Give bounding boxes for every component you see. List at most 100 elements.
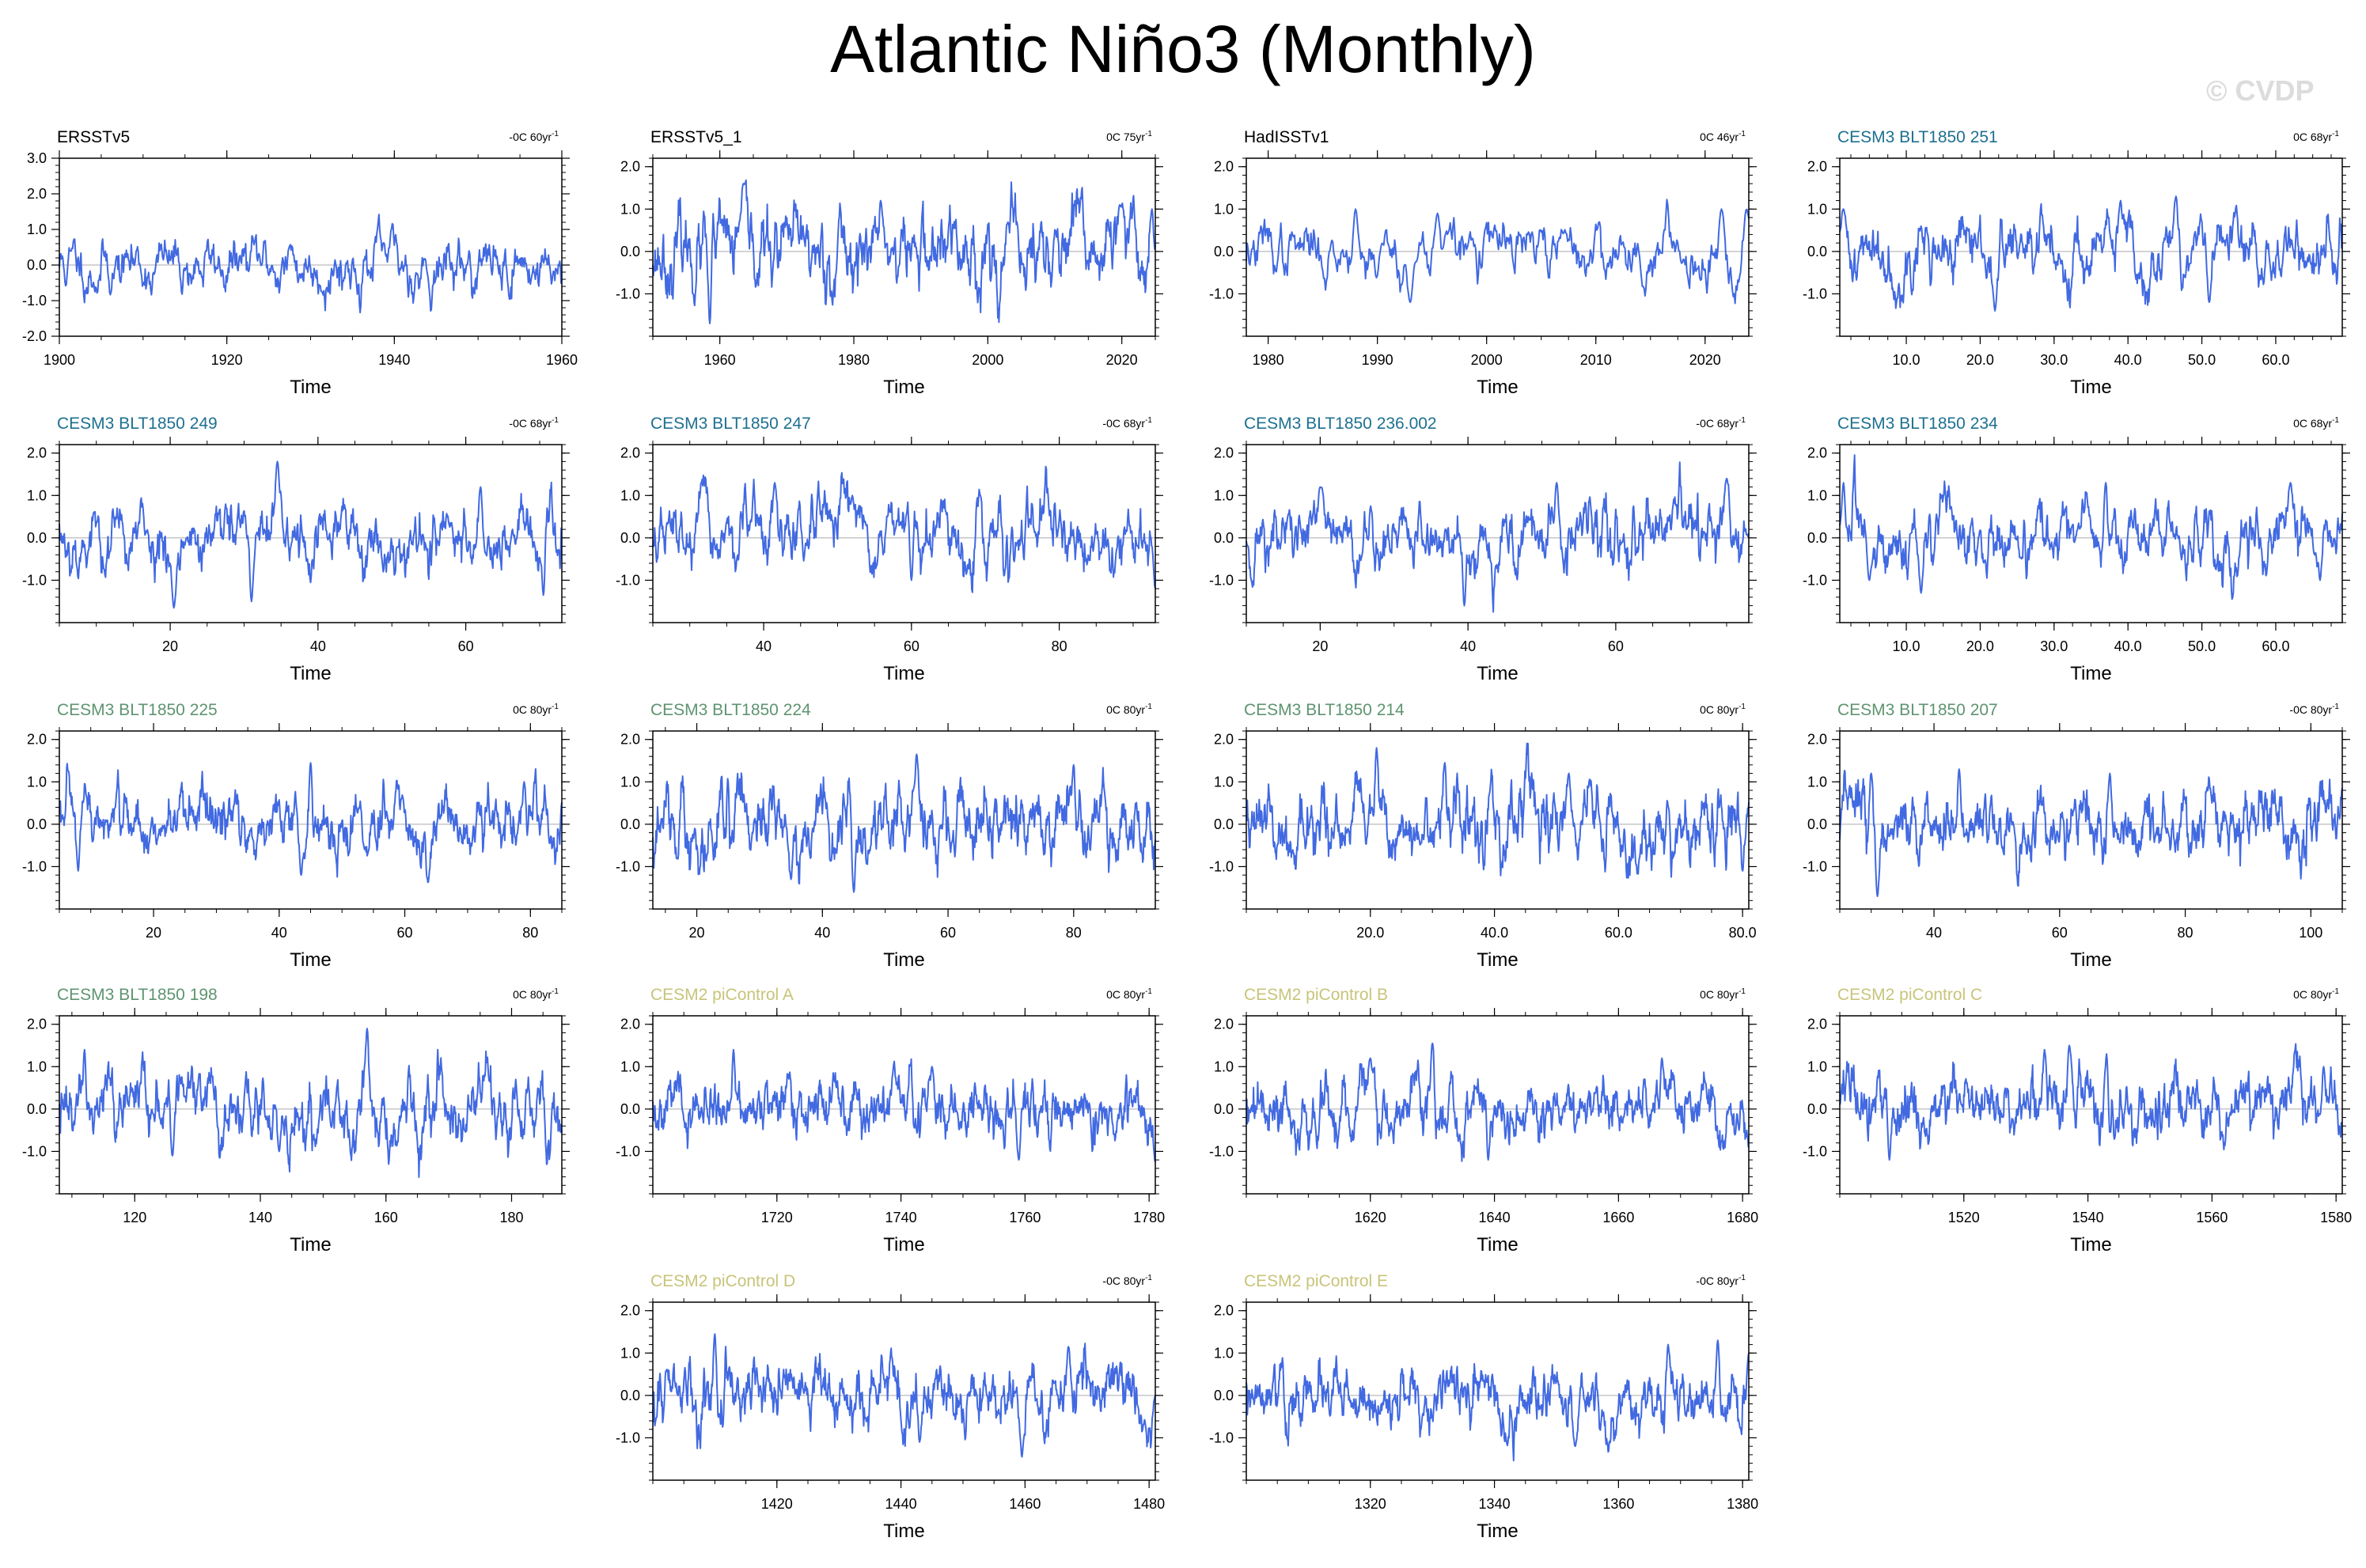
series-line (652, 1333, 1156, 1458)
y-tick-label: 2.0 (1807, 159, 1827, 175)
x-tick-label: 1320 (1355, 1496, 1386, 1512)
x-tick-label: 180 (499, 1210, 523, 1225)
y-tick-label: 1.0 (27, 487, 47, 503)
x-tick-label: 80 (522, 925, 538, 941)
x-tick-label: 1620 (1355, 1210, 1386, 1225)
x-axis-label: Time (290, 949, 331, 971)
y-tick-label: -1.0 (1209, 1430, 1234, 1445)
x-tick-label: 40 (814, 925, 830, 941)
panel-cesm3-blt1850-225: -1.0 0.0 1.0 2.0 20 40 60 80 Time CESM3 BLT1850 2… (22, 701, 570, 971)
y-tick-label: 2.0 (1214, 1303, 1234, 1319)
x-tick-label: 1680 (1727, 1210, 1758, 1225)
x-tick-label: 1990 (1362, 352, 1393, 368)
y-tick-label: 1.0 (620, 1345, 640, 1361)
trend-label: -0C 68yr-1 (1102, 416, 1152, 430)
panel-title: CESM3 BLT1850 249 (57, 415, 218, 433)
figure-title: Atlantic Niño3 (Monthly) (830, 12, 1536, 86)
plot-frame (59, 1015, 563, 1195)
x-tick-label: 1380 (1727, 1496, 1758, 1512)
x-tick-label: 1480 (1133, 1496, 1165, 1512)
panel-title: CESM3 BLT1850 198 (57, 986, 218, 1004)
y-tick-label: 0.0 (620, 244, 640, 259)
plot-frame (1246, 730, 1750, 910)
y-tick-label: 0.0 (1214, 530, 1234, 546)
y-tick-label: 1.0 (1214, 1345, 1234, 1361)
x-tick-label: 20.0 (1966, 352, 1994, 368)
y-tick-label: 2.0 (1807, 445, 1827, 461)
series-line (652, 465, 1156, 593)
y-tick-label: 1.0 (1807, 774, 1827, 790)
y-tick-label: 3.0 (27, 150, 47, 166)
panel-ersstv5-1: -1.0 0.0 1.0 2.0 1960 1980 2000 2020 Time ERSSTv5… (616, 128, 1163, 398)
y-tick-label: 0.0 (27, 257, 47, 273)
panel-cesm3-blt1850-247: -1.0 0.0 1.0 2.0 40 60 80 Time CESM3 BLT1850 247… (616, 415, 1163, 684)
series-line (59, 1028, 563, 1178)
plot-frame (652, 157, 1156, 337)
x-axis-label: Time (2070, 377, 2111, 398)
panel-title: CESM2 piControl D (650, 1272, 795, 1290)
panel-cesm3-blt1850-236-002: -1.0 0.0 1.0 2.0 20 40 60 Time CESM3 BLT1850 236… (1209, 415, 1757, 684)
x-axis-label: Time (2070, 949, 2111, 971)
y-tick-label: 1.0 (1807, 487, 1827, 503)
panel-title: CESM3 BLT1850 236.002 (1244, 415, 1437, 433)
x-axis-label: Time (2070, 1234, 2111, 1256)
x-tick-label: 120 (123, 1210, 146, 1225)
y-tick-label: -1.0 (616, 286, 640, 301)
trend-label: 0C 75yr-1 (1106, 130, 1152, 143)
series-line (652, 179, 1156, 324)
trend-label: -0C 68yr-1 (1696, 416, 1746, 430)
x-tick-label: 20 (689, 925, 705, 941)
panel-cesm2-picontrol-d: -1.0 0.0 1.0 2.0 1420 1440 1460 1480 Time CESM2 p… (616, 1272, 1165, 1542)
panel-cesm3-blt1850-249: -1.0 0.0 1.0 2.0 20 40 60 Time CESM3 BLT1850 249… (22, 415, 570, 684)
panel-cesm2-picontrol-a: -1.0 0.0 1.0 2.0 1720 1740 1760 1780 Time CESM2 p… (616, 986, 1165, 1256)
y-tick-label: 0.0 (27, 816, 47, 832)
series-line (1246, 742, 1750, 879)
panel-cesm2-picontrol-e: -1.0 0.0 1.0 2.0 1320 1340 1360 1380 Time CESM2 p… (1209, 1272, 1758, 1542)
x-tick-label: 1720 (761, 1210, 793, 1225)
y-tick-label: -1.0 (1803, 286, 1827, 301)
panel-title: CESM2 piControl C (1837, 986, 1982, 1004)
y-tick-label: -1.0 (1209, 858, 1234, 874)
x-tick-label: 40 (1460, 638, 1476, 654)
trend-label: 0C 80yr-1 (513, 987, 559, 1001)
trend-label: -0C 80yr-1 (1102, 1274, 1152, 1287)
trend-label: 0C 68yr-1 (2293, 416, 2339, 430)
x-tick-label: 1760 (1009, 1210, 1041, 1225)
x-tick-label: 1960 (704, 352, 736, 368)
y-tick-label: -1.0 (1209, 1143, 1234, 1159)
x-axis-label: Time (290, 663, 331, 684)
y-tick-label: 1.0 (1807, 1059, 1827, 1074)
x-tick-label: 60 (1608, 638, 1624, 654)
y-tick-label: 0.0 (1807, 530, 1827, 546)
x-tick-label: 1460 (1009, 1496, 1041, 1512)
plot-frame (1246, 1301, 1750, 1481)
y-tick-label: 1.0 (27, 774, 47, 790)
trend-label: 0C 80yr-1 (1106, 987, 1152, 1001)
series-line (1839, 768, 2343, 897)
x-tick-label: 1780 (1133, 1210, 1165, 1225)
panel-cesm3-blt1850-198: -1.0 0.0 1.0 2.0 120 140 160 180 Time CESM3 BLT18… (22, 986, 570, 1256)
y-tick-label: 0.0 (620, 1101, 640, 1117)
x-tick-label: 100 (2299, 925, 2322, 941)
x-tick-label: 20.0 (1356, 925, 1384, 941)
y-tick-label: 1.0 (620, 1059, 640, 1074)
series-line (1839, 454, 2343, 600)
y-tick-label: 2.0 (620, 1303, 640, 1319)
y-tick-label: 1.0 (1214, 487, 1234, 503)
x-tick-label: 80 (2178, 925, 2193, 941)
y-tick-label: 0.0 (27, 1101, 47, 1117)
y-tick-label: 1.0 (1214, 201, 1234, 217)
trend-label: -0C 60yr-1 (509, 130, 559, 143)
y-tick-label: 2.0 (1807, 732, 1827, 748)
panel-cesm3-blt1850-224: -1.0 0.0 1.0 2.0 20 40 60 80 Time CESM3 BLT1850 2… (616, 701, 1163, 971)
plot-frame (1246, 1015, 1750, 1195)
x-tick-label: 60.0 (2262, 638, 2289, 654)
y-tick-label: 0.0 (1214, 1388, 1234, 1403)
panel-title: HadISSTv1 (1244, 128, 1329, 146)
panel-hadisstv1: -1.0 0.0 1.0 2.0 1980 1990 2000 2010 2020 Time Had… (1209, 128, 1757, 398)
y-tick-label: 1.0 (620, 487, 640, 503)
y-tick-label: 2.0 (27, 1017, 47, 1032)
trend-label: -0C 80yr-1 (2289, 703, 2339, 716)
y-tick-label: -2.0 (22, 328, 47, 344)
y-tick-label: 1.0 (620, 774, 640, 790)
